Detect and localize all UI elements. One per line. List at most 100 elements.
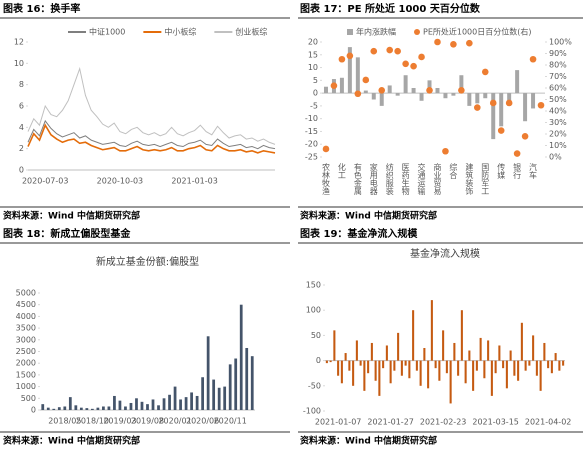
y-tick-label: 4500 <box>16 300 36 309</box>
bar <box>475 93 480 104</box>
bar <box>184 397 188 410</box>
y-tick-label: -15 <box>305 127 318 136</box>
bar <box>74 405 78 410</box>
y-tick-label: -20 <box>305 140 318 149</box>
dot <box>338 55 346 63</box>
bar <box>423 348 426 361</box>
x-tick-label: 交通运输 <box>417 162 426 196</box>
bar <box>370 342 373 361</box>
bar <box>475 360 478 371</box>
bar <box>528 360 531 366</box>
x-tick-label: 2021-01-07 <box>315 418 362 427</box>
legend-label: 年内涨跌幅 <box>356 27 396 37</box>
bar <box>223 386 227 410</box>
bar <box>329 360 332 363</box>
dot <box>426 87 433 94</box>
bar <box>483 360 486 379</box>
x-tick-label: 2021-01-03 <box>171 177 218 186</box>
line-series <box>27 123 276 154</box>
chart-title: 新成立基金份额:偏股型 <box>96 255 199 268</box>
bar <box>340 360 343 384</box>
bar <box>395 93 400 96</box>
dot <box>450 41 457 48</box>
bar <box>523 93 528 122</box>
x-tick-label: 2020-10-03 <box>97 177 144 186</box>
bar <box>374 360 377 381</box>
y-tick-label: -100 <box>303 407 321 416</box>
dot <box>481 68 489 76</box>
bar <box>487 340 490 361</box>
bar <box>107 406 111 410</box>
y-tick-label: 100 <box>306 306 321 315</box>
dot <box>537 101 545 109</box>
x-tick-label: 国防军工 <box>481 163 490 195</box>
x-tick-label: 综合 <box>449 162 458 180</box>
y2-tick-label: 50% <box>549 95 567 104</box>
bar <box>363 360 366 391</box>
bar <box>179 399 182 410</box>
bar <box>547 360 550 369</box>
bar <box>347 47 352 94</box>
bar <box>472 360 475 391</box>
x-tick-label: 纺织服装 <box>385 162 394 196</box>
dot <box>330 82 338 89</box>
dot <box>497 127 505 134</box>
bar <box>234 358 238 410</box>
y2-tick-label: 0% <box>549 153 562 162</box>
panel-heading: 图表 18：新成立偏股型基金 <box>3 227 131 240</box>
bar <box>52 408 56 410</box>
chart-title: 基金净流入规模 <box>410 247 480 260</box>
panel-heading: 图表 19：基金净流入规模 <box>300 227 418 240</box>
y-tick-label: -5 <box>310 101 318 110</box>
y-tick-label: 2000 <box>16 359 36 368</box>
bar <box>41 404 45 410</box>
y2-tick-label: 100% <box>549 38 572 47</box>
bar <box>385 345 388 361</box>
dot <box>410 62 417 70</box>
bar <box>445 360 448 374</box>
bar <box>403 75 408 94</box>
panel-heading: 图表 17：PE 所处近 1000 天百分位数 <box>300 2 481 15</box>
bar <box>393 360 396 371</box>
x-tick-label: 2021-04-02 <box>525 418 572 427</box>
x-tick-label: 2018/05 <box>48 417 81 426</box>
y-tick-label: 50 <box>311 331 321 340</box>
dot <box>386 46 393 54</box>
x-tick-label: 2020-07-03 <box>22 177 69 186</box>
bar <box>457 360 460 376</box>
bar <box>427 80 432 94</box>
bar <box>124 406 127 410</box>
bar <box>379 93 384 106</box>
x-tick-label: 医药生物 <box>401 163 410 196</box>
bar <box>438 360 441 381</box>
bar <box>468 350 471 361</box>
bar <box>483 93 488 99</box>
legend-label: 创业板综 <box>235 27 267 37</box>
legend-label: 中证1000 <box>89 27 125 37</box>
bar <box>96 407 100 410</box>
x-tick-label: 农林牧渔 <box>321 162 330 195</box>
x-tick-label: 2021-02-23 <box>420 418 467 427</box>
bar <box>245 347 249 410</box>
dot <box>322 145 330 153</box>
x-tick-label: 有色金属 <box>353 162 362 196</box>
panel-source: 资料来源：Wind 中信期货研究部 <box>3 210 140 222</box>
y-tick-label: 2 <box>19 144 24 153</box>
x-tick-label: 2020/01 <box>158 417 191 426</box>
bar <box>146 404 149 410</box>
bar <box>201 377 205 410</box>
dot <box>513 150 521 157</box>
bar <box>140 401 144 410</box>
dot <box>362 76 370 84</box>
y-tick-label: 10 <box>14 59 24 68</box>
bar <box>339 77 344 94</box>
bar <box>355 340 358 361</box>
x-tick-label: 化工 <box>337 162 346 179</box>
bar <box>443 93 448 99</box>
x-tick-label: 2018/10 <box>76 417 109 426</box>
x-tick-label: 商业贸易 <box>433 162 442 196</box>
dot <box>529 55 537 63</box>
legend-label: PE所处近1000日百分位数(右) <box>423 27 531 37</box>
bar <box>378 360 381 396</box>
